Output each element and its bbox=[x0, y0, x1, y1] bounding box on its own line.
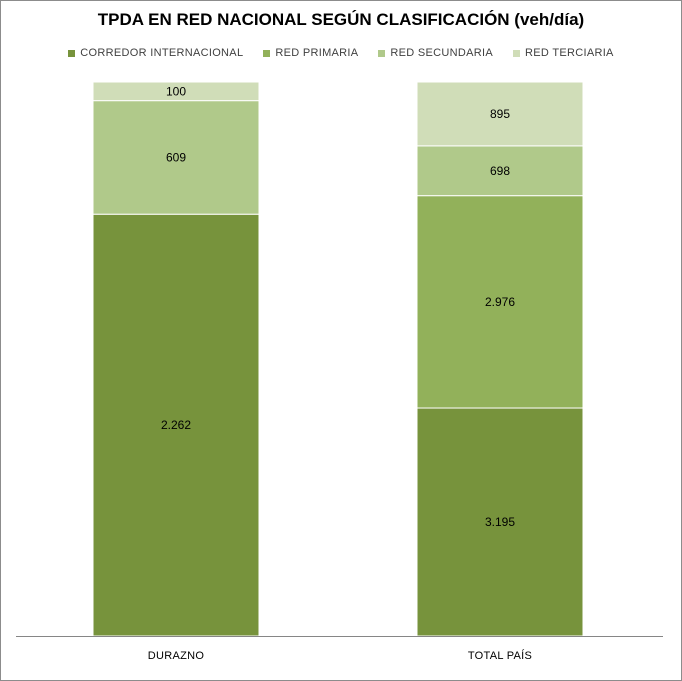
legend-item-corredor-internacional: CORREDOR INTERNACIONAL bbox=[68, 47, 243, 59]
legend-item-red-secundaria: RED SECUNDARIA bbox=[378, 47, 493, 59]
bar-durazno-corredor-internacional bbox=[92, 213, 260, 637]
legend-swatch-corredor-internacional bbox=[68, 49, 76, 57]
data-label-durazno-corredor-internacional: 2.262 bbox=[161, 418, 191, 432]
legend-swatch-red-secundaria bbox=[378, 49, 386, 57]
legend-label-corredor-internacional: CORREDOR INTERNACIONAL bbox=[80, 47, 244, 59]
data-label-total-pa-s-corredor-internacional: 3.195 bbox=[485, 515, 515, 529]
data-label-durazno-red-terciaria: 100 bbox=[166, 84, 186, 98]
legend-label-red-primaria: RED PRIMARIA bbox=[275, 47, 359, 59]
bar-durazno-red-terciaria bbox=[92, 81, 260, 102]
bar-total-pa-s-red-secundaria bbox=[416, 145, 584, 197]
category-label-durazno: DURAZNO bbox=[148, 650, 205, 662]
bar-total-pa-s-corredor-internacional bbox=[416, 407, 584, 637]
bar-durazno-red-secundaria bbox=[92, 100, 260, 215]
legend-label-red-secundaria: RED SECUNDARIA bbox=[390, 47, 494, 59]
data-label-total-pa-s-red-terciaria: 895 bbox=[490, 107, 510, 121]
legend-swatch-red-terciaria bbox=[513, 49, 521, 57]
legend-item-red-primaria: RED PRIMARIA bbox=[263, 47, 358, 59]
legend-label-red-terciaria: RED TERCIARIA bbox=[525, 47, 614, 59]
data-label-durazno-red-secundaria: 609 bbox=[166, 150, 186, 164]
bar-total-pa-s-red-terciaria bbox=[416, 81, 584, 147]
category-label-total-pa-s: TOTAL PAÍS bbox=[468, 649, 532, 662]
legend-item-red-terciaria: RED TERCIARIA bbox=[513, 47, 614, 59]
bar-total-pa-s-red-primaria bbox=[416, 195, 584, 409]
legend-swatch-red-primaria bbox=[263, 49, 271, 57]
chart-title: TPDA EN RED NACIONAL SEGÚN CLASIFICACIÓN… bbox=[97, 10, 585, 29]
data-label-total-pa-s-red-primaria: 2.976 bbox=[485, 295, 515, 309]
chart-legend: CORREDOR INTERNACIONAL RED PRIMARIA RED … bbox=[0, 47, 682, 59]
data-label-total-pa-s-red-secundaria: 698 bbox=[490, 164, 510, 178]
